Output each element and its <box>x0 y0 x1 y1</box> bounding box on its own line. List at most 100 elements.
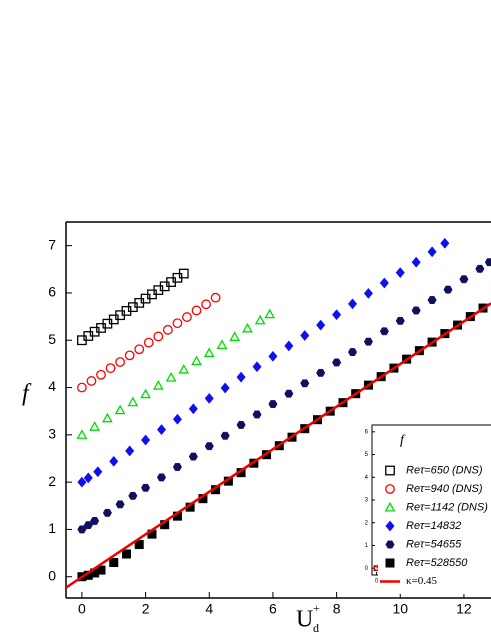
marker <box>347 298 358 310</box>
plot-area <box>66 237 491 589</box>
marker <box>363 337 373 346</box>
marker <box>220 431 230 440</box>
marker <box>89 421 101 431</box>
marker <box>379 327 389 336</box>
marker <box>264 308 276 319</box>
x-tick-label: 12 <box>456 601 472 617</box>
marker <box>115 357 126 367</box>
marker <box>411 306 421 315</box>
marker <box>268 350 278 362</box>
marker <box>236 371 246 383</box>
marker <box>83 472 93 484</box>
marker <box>385 520 395 532</box>
marker <box>268 400 278 409</box>
marker <box>203 347 215 358</box>
y-tick-label: 4 <box>48 378 56 394</box>
marker <box>363 287 374 299</box>
marker <box>284 389 294 398</box>
marker <box>204 392 214 404</box>
marker <box>440 237 450 249</box>
legend-label: Reτ=54655 <box>406 538 462 550</box>
y-tick-label: 3 <box>48 426 56 442</box>
marker <box>83 521 93 530</box>
marker <box>242 322 253 333</box>
marker <box>411 256 421 268</box>
marker <box>125 445 135 457</box>
x-tick-label: 10 <box>392 601 408 617</box>
marker <box>300 330 310 341</box>
marker <box>236 420 246 429</box>
marker <box>188 403 198 415</box>
marker <box>77 476 87 488</box>
y-tick-label: 6 <box>365 429 369 435</box>
x-tick-label: 4 <box>205 601 213 617</box>
marker <box>162 324 173 335</box>
y-tick-label: 5 <box>365 452 369 458</box>
marker <box>427 246 437 258</box>
line <box>66 302 491 589</box>
marker <box>385 465 395 476</box>
y-tick-label: 0 <box>365 566 369 572</box>
marker <box>141 434 151 446</box>
marker <box>156 473 167 482</box>
marker <box>332 309 342 321</box>
marker <box>143 337 154 348</box>
marker <box>220 382 230 394</box>
marker <box>484 258 491 267</box>
marker <box>316 368 326 377</box>
marker <box>141 483 151 492</box>
marker <box>153 331 164 342</box>
marker <box>93 466 103 478</box>
marker <box>172 318 183 329</box>
marker <box>210 292 221 303</box>
legend-label: Reτ=940 (DNS) <box>406 483 483 495</box>
marker <box>178 363 190 374</box>
x-axis-label: U <box>296 607 313 633</box>
marker <box>115 500 125 509</box>
marker <box>332 358 342 367</box>
marker <box>134 540 144 550</box>
marker <box>385 540 395 549</box>
marker <box>134 344 145 355</box>
y-tick-label: 5 <box>48 331 56 347</box>
y-tick-label: 1 <box>365 543 369 549</box>
y-tick-label: 4 <box>365 475 369 481</box>
marker <box>140 388 151 399</box>
marker <box>96 565 106 575</box>
marker <box>229 331 241 341</box>
x-tick-label: 0 <box>375 579 379 585</box>
x-tick-label: 8 <box>333 601 341 617</box>
marker <box>109 558 119 568</box>
marker <box>284 340 294 352</box>
marker <box>90 516 100 525</box>
y-tick-label: 6 <box>48 284 56 300</box>
marker <box>201 299 211 310</box>
y-tick-label: 3 <box>365 498 369 504</box>
marker <box>204 442 214 451</box>
marker <box>102 412 113 423</box>
marker <box>427 296 437 304</box>
legend-background <box>378 460 491 594</box>
x-tick-label: 0 <box>78 601 86 617</box>
marker <box>443 285 453 294</box>
x-axis-label-sub: d <box>313 621 319 635</box>
marker <box>395 316 405 325</box>
marker <box>96 369 106 380</box>
marker <box>152 380 164 390</box>
legend-label: Reτ=1142 (DNS) <box>406 501 488 513</box>
marker <box>114 404 126 415</box>
legend-label: Reτ=14832 <box>406 520 461 532</box>
marker <box>127 396 139 407</box>
marker <box>252 410 262 419</box>
marker <box>172 463 182 471</box>
marker <box>172 413 182 425</box>
marker <box>77 382 87 393</box>
marker <box>77 525 87 534</box>
marker <box>156 424 167 436</box>
marker <box>254 314 266 325</box>
y-tick-label: 1 <box>48 520 56 536</box>
marker <box>252 361 262 373</box>
legend-label: Reτ=650 (DNS) <box>406 464 483 476</box>
